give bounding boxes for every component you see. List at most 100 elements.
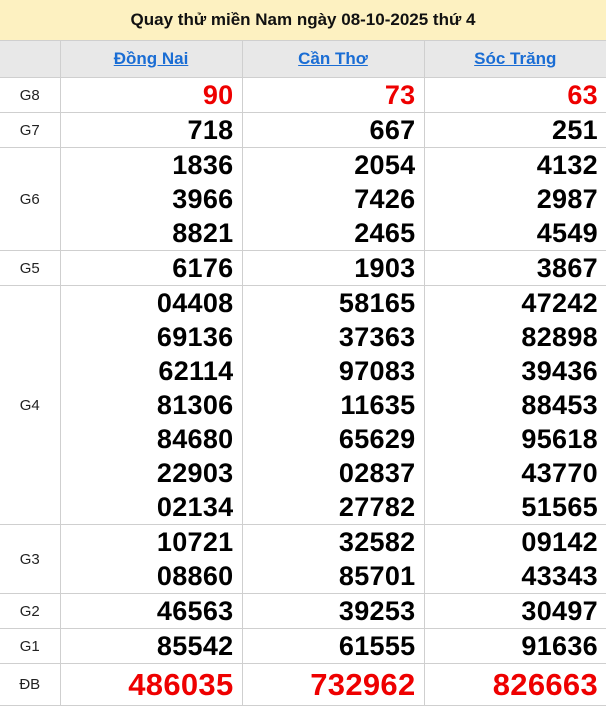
page-title: Quay thử miền Nam ngày 08-10-2025 thứ 4	[0, 0, 606, 40]
prize-cell: 2054 7426 2465	[241, 147, 425, 251]
prize-number: 30497	[521, 596, 598, 626]
prize-number: 22903	[156, 458, 234, 488]
prize-number: 1836	[172, 150, 234, 180]
prize-label: G2	[0, 593, 61, 629]
prize-number: 39436	[521, 356, 598, 386]
prize-cell: 4132 2987 4549	[423, 147, 606, 251]
corner-cell	[0, 40, 61, 78]
prize-number: 43343	[521, 561, 598, 591]
prize-number: 09142	[521, 527, 598, 557]
prize-label: G1	[0, 628, 61, 664]
prize-cell: 251	[423, 112, 606, 148]
prize-cell: 30497	[423, 593, 606, 629]
prize-number: 47242	[521, 288, 598, 318]
prize-label: G4	[0, 285, 61, 525]
prize-number: 61555	[338, 631, 416, 661]
prize-row-g2: G2 46563 39253 30497	[0, 593, 606, 629]
prize-number: 02837	[338, 458, 416, 488]
prize-number: 51565	[521, 492, 598, 522]
prize-cell: 6176	[59, 250, 243, 286]
prize-number: 82898	[521, 322, 598, 352]
prize-cell: 732962	[241, 663, 425, 706]
prize-number: 62114	[158, 356, 234, 386]
prize-number: 58165	[338, 288, 416, 318]
prize-number: 43770	[521, 458, 598, 488]
prize-number: 732962	[310, 667, 416, 702]
prize-number: 667	[369, 115, 416, 145]
prize-number: 27782	[338, 492, 416, 522]
province-header: Cần Thơ	[241, 40, 425, 78]
prize-label: ĐB	[0, 663, 61, 706]
prize-cell: 46563	[59, 593, 243, 629]
prize-cell: 63	[423, 77, 606, 113]
prize-number: 97083	[338, 356, 416, 386]
prize-number: 7426	[354, 184, 416, 214]
prize-row-g7: G7 718 667 251	[0, 112, 606, 148]
prize-cell: 826663	[423, 663, 606, 706]
prize-cell: 85542	[59, 628, 243, 664]
results-table: Đồng Nai Cần Thơ Sóc Trăng G8 90 73 63 G7 718…	[0, 40, 606, 706]
prize-number: 81306	[156, 390, 234, 420]
prize-number: 4132	[536, 150, 598, 180]
prize-cell: 73	[241, 77, 425, 113]
province-link-can-tho[interactable]: Cần Thơ	[298, 49, 368, 68]
prize-number: 10721	[156, 527, 234, 557]
prize-number: 486035	[128, 667, 234, 702]
prize-number: 2054	[354, 150, 416, 180]
prize-cell: 486035	[59, 663, 243, 706]
prize-row-g6: G6 1836 3966 8821 2054 7426 2465 4132 2987 4549	[0, 147, 606, 251]
prize-number: 4549	[536, 218, 598, 248]
prize-number: 63	[567, 80, 598, 110]
prize-number: 3867	[536, 253, 598, 283]
province-header: Sóc Trăng	[423, 40, 606, 78]
prize-number: 2465	[354, 218, 416, 248]
header-row: Đồng Nai Cần Thơ Sóc Trăng	[0, 40, 606, 78]
prize-cell: 91636	[423, 628, 606, 664]
prize-number: 37363	[338, 322, 416, 352]
prize-number: 90	[202, 80, 234, 110]
prize-row-g8: G8 90 73 63	[0, 77, 606, 113]
prize-cell: 61555	[241, 628, 425, 664]
prize-number: 3966	[172, 184, 234, 214]
prize-number: 11635	[340, 390, 416, 420]
prize-number: 02134	[156, 492, 234, 522]
prize-cell: 39253	[241, 593, 425, 629]
prize-cell: 667	[241, 112, 425, 148]
prize-number: 46563	[156, 596, 234, 626]
prize-label: G5	[0, 250, 61, 286]
prize-number: 65629	[338, 424, 416, 454]
prize-row-đb: ĐB 486035 732962 826663	[0, 663, 606, 706]
prize-cell: 32582 85701	[241, 524, 425, 594]
prize-cell: 04408 69136 62114 81306 84680 22903 02134	[59, 285, 243, 525]
prize-cell: 58165 37363 97083 11635 65629 02837 27782	[241, 285, 425, 525]
prize-row-g4: G4 04408 69136 62114 81306 84680 22903 02134 581…	[0, 285, 606, 525]
prize-row-g5: G5 6176 1903 3867	[0, 250, 606, 286]
province-link-dong-nai[interactable]: Đồng Nai	[113, 49, 189, 68]
prize-number: 91636	[521, 631, 598, 661]
prize-cell: 47242 82898 39436 88453 95618 43770 51565	[423, 285, 606, 525]
prize-number: 08860	[156, 561, 234, 591]
prize-cell: 10721 08860	[59, 524, 243, 594]
prize-number: 84680	[156, 424, 234, 454]
prize-row-g3: G3 10721 08860 32582 85701 09142 43343	[0, 524, 606, 594]
prize-label: G7	[0, 112, 61, 148]
prize-number: 1903	[354, 253, 416, 283]
prize-number: 39253	[338, 596, 416, 626]
prize-number: 73	[384, 80, 416, 110]
prize-cell: 718	[59, 112, 243, 148]
prize-number: 2987	[536, 184, 598, 214]
prize-cell: 09142 43343	[423, 524, 606, 594]
prize-number: 85542	[156, 631, 234, 661]
prize-cell: 1836 3966 8821	[59, 147, 243, 251]
prize-number: 04408	[156, 288, 234, 318]
prize-number: 6176	[172, 253, 234, 283]
prize-number: 32582	[338, 527, 416, 557]
prize-row-g1: G1 85542 61555 91636	[0, 628, 606, 664]
prize-number: 826663	[492, 667, 598, 702]
province-link-soc-trang[interactable]: Sóc Trăng	[474, 49, 557, 68]
prize-number: 85701	[338, 561, 416, 591]
prize-number: 88453	[521, 390, 598, 420]
prize-cell: 90	[59, 77, 243, 113]
prize-cell: 1903	[241, 250, 425, 286]
prize-number: 718	[187, 115, 234, 145]
